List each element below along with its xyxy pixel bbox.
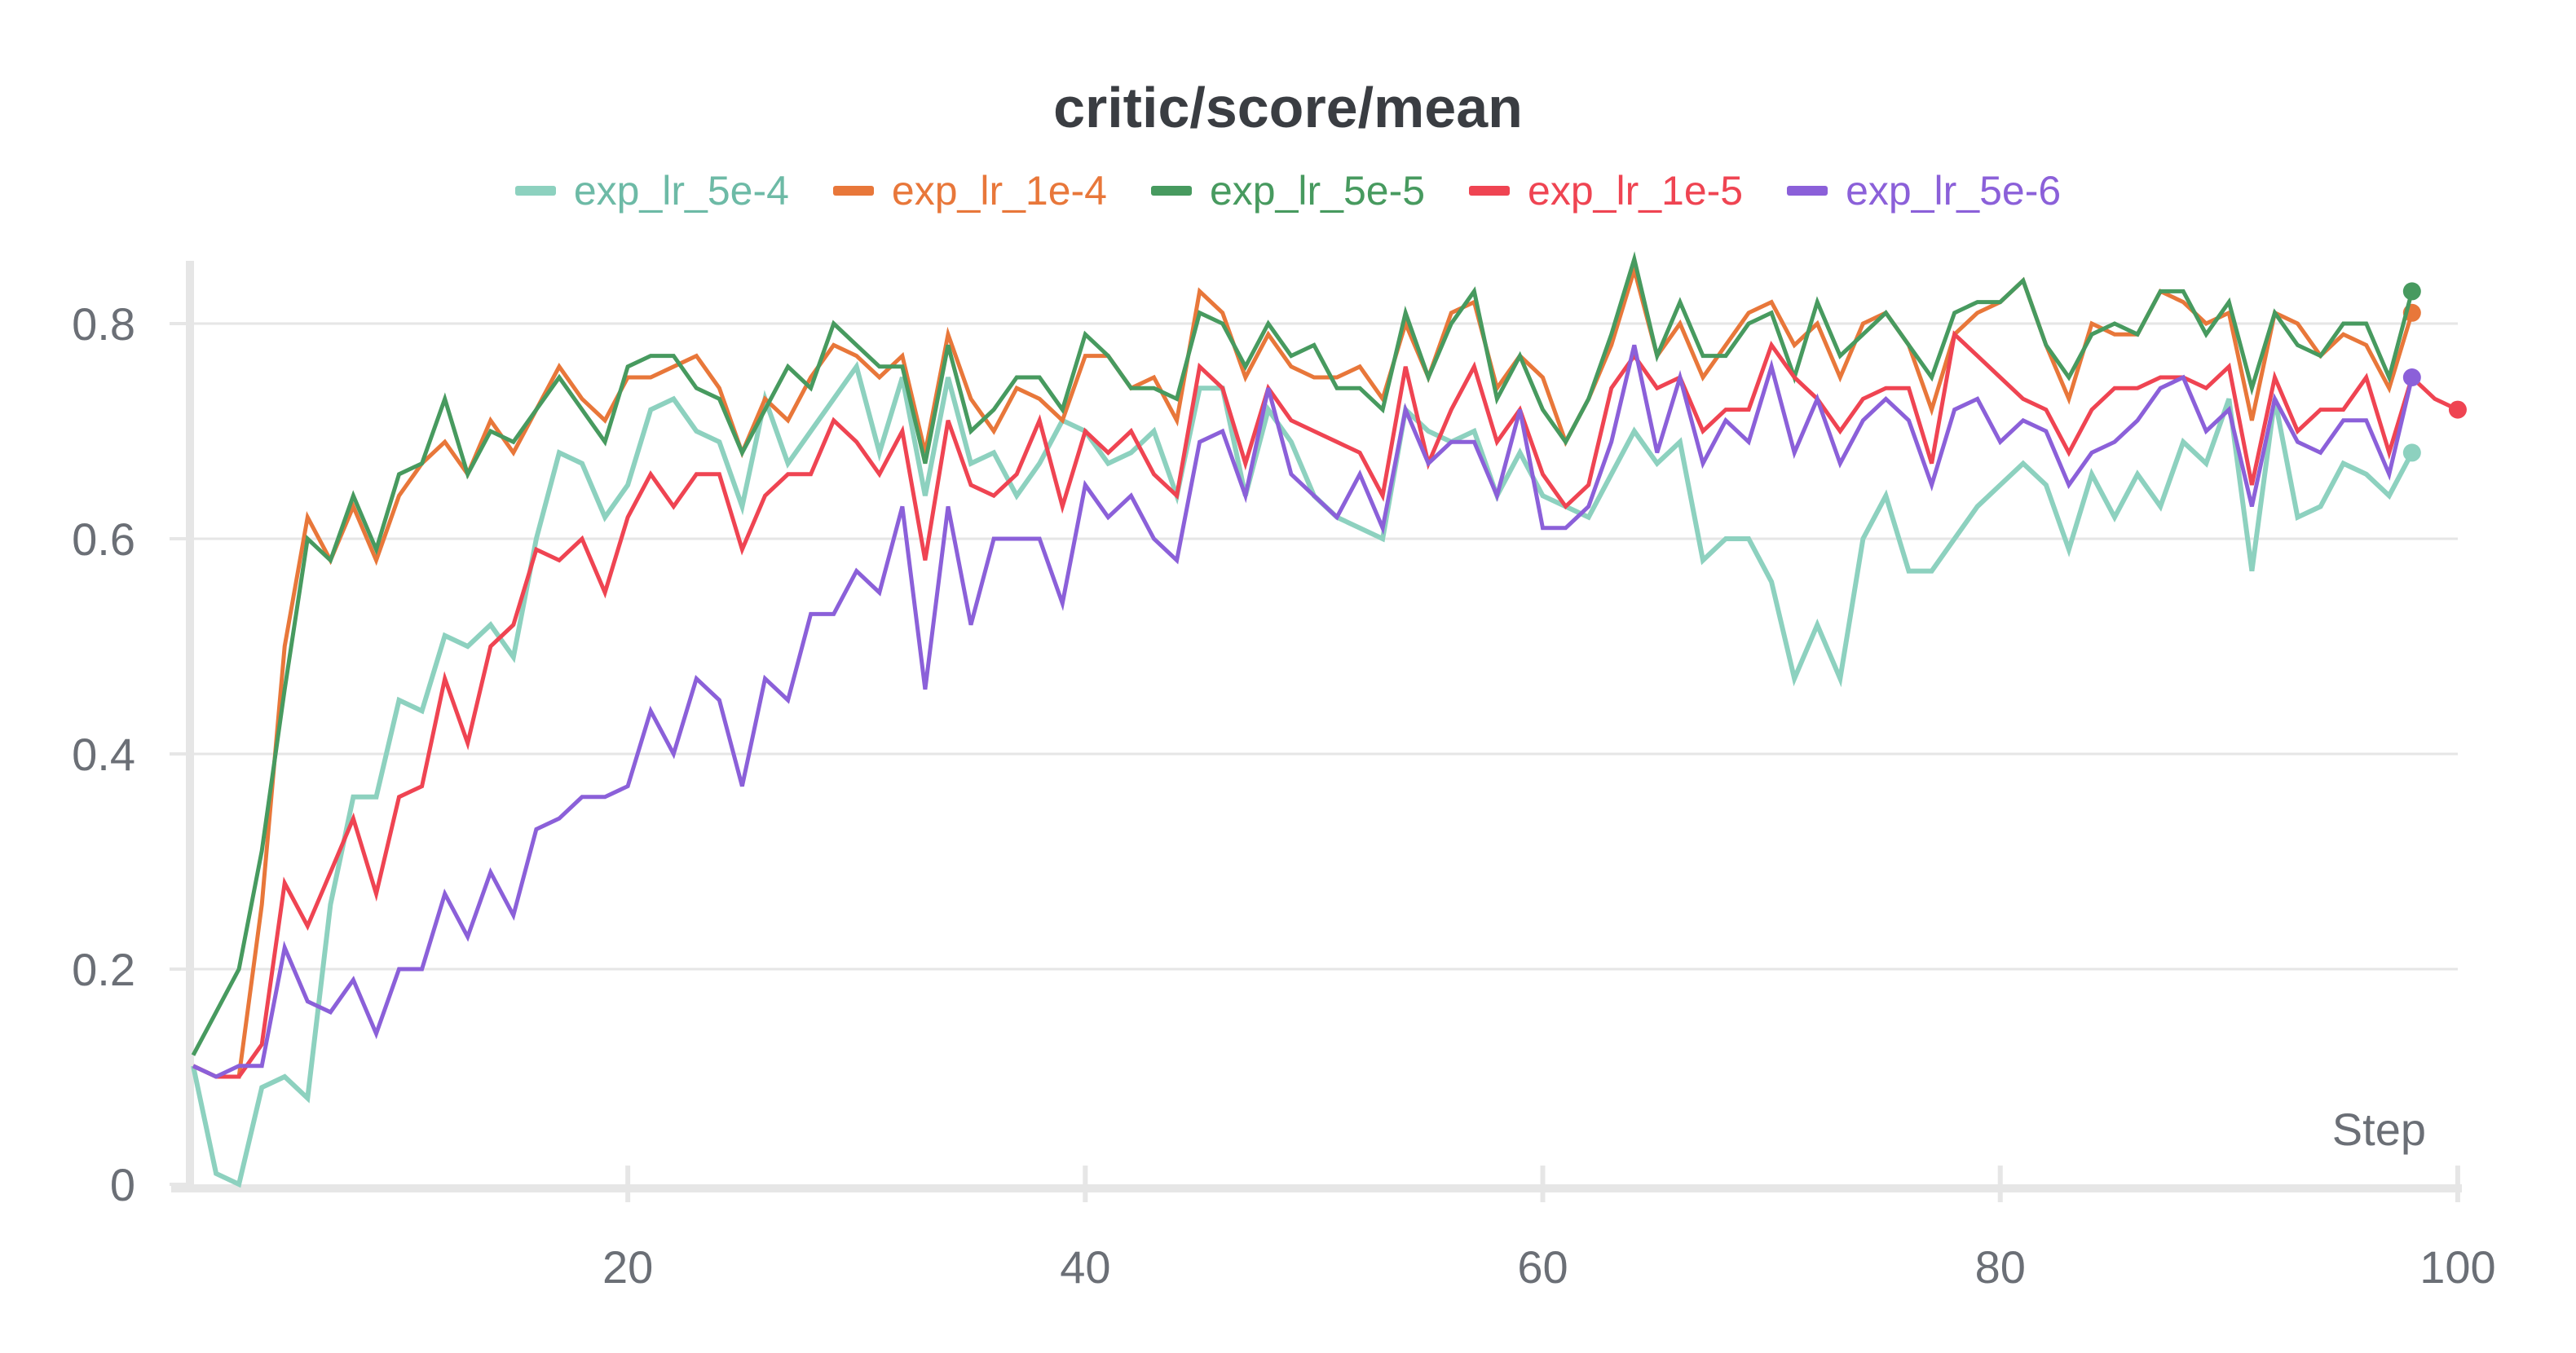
legend-swatch <box>1469 186 1511 196</box>
x-tick-label: 60 <box>1517 1241 1568 1293</box>
x-tick-label: 80 <box>1975 1241 2026 1293</box>
x-tick-label: 40 <box>1060 1241 1110 1293</box>
series-end-marker <box>2402 368 2421 386</box>
legend-item[interactable]: exp_lr_1e-4 <box>832 167 1107 214</box>
legend: exp_lr_5e-4 exp_lr_1e-4 exp_lr_5e-5 exp_lr_… <box>0 167 2576 214</box>
legend-label: exp_lr_1e-5 <box>1528 168 1744 214</box>
legend-swatch <box>1150 186 1192 196</box>
series-end-marker <box>2448 400 2467 419</box>
series-line-exp_lr_5e-5 <box>191 251 2415 1056</box>
chart-title: critic/score/mean <box>1053 76 1523 139</box>
legend-item[interactable]: exp_lr_5e-6 <box>1787 167 2061 214</box>
y-tick-label: 0.4 <box>72 729 135 780</box>
legend-item[interactable]: exp_lr_5e-4 <box>514 167 789 214</box>
legend-label: exp_lr_5e-4 <box>573 168 789 214</box>
series-line-exp_lr_1e-5 <box>192 330 2459 1079</box>
y-tick-label: 0 <box>110 1159 135 1210</box>
series-end-marker <box>2402 443 2421 462</box>
series-end-marker <box>2402 282 2421 301</box>
legend-item[interactable]: exp_lr_1e-5 <box>1469 167 1743 214</box>
y-tick-label: 0.8 <box>72 298 135 350</box>
legend-item[interactable]: exp_lr_5e-5 <box>1150 167 1426 214</box>
y-tick-label: 0.2 <box>72 944 135 995</box>
series-line-exp_lr_5e-6 <box>192 344 2415 1079</box>
series-line-exp_lr_5e-4 <box>191 360 2415 1188</box>
legend-label: exp_lr_5e-6 <box>1846 168 2062 214</box>
legend-label: exp_lr_1e-4 <box>891 168 1107 214</box>
x-tick-label: 100 <box>2419 1241 2495 1293</box>
series-line-exp_lr_1e-4 <box>192 262 2415 1079</box>
y-tick-label: 0.6 <box>72 513 135 565</box>
legend-swatch <box>514 186 556 196</box>
legend-swatch <box>832 186 874 196</box>
x-tick-label: 20 <box>602 1241 653 1293</box>
x-axis-label: Step <box>2332 1104 2426 1155</box>
legend-label: exp_lr_5e-5 <box>1209 168 1426 214</box>
legend-swatch <box>1787 186 1828 196</box>
